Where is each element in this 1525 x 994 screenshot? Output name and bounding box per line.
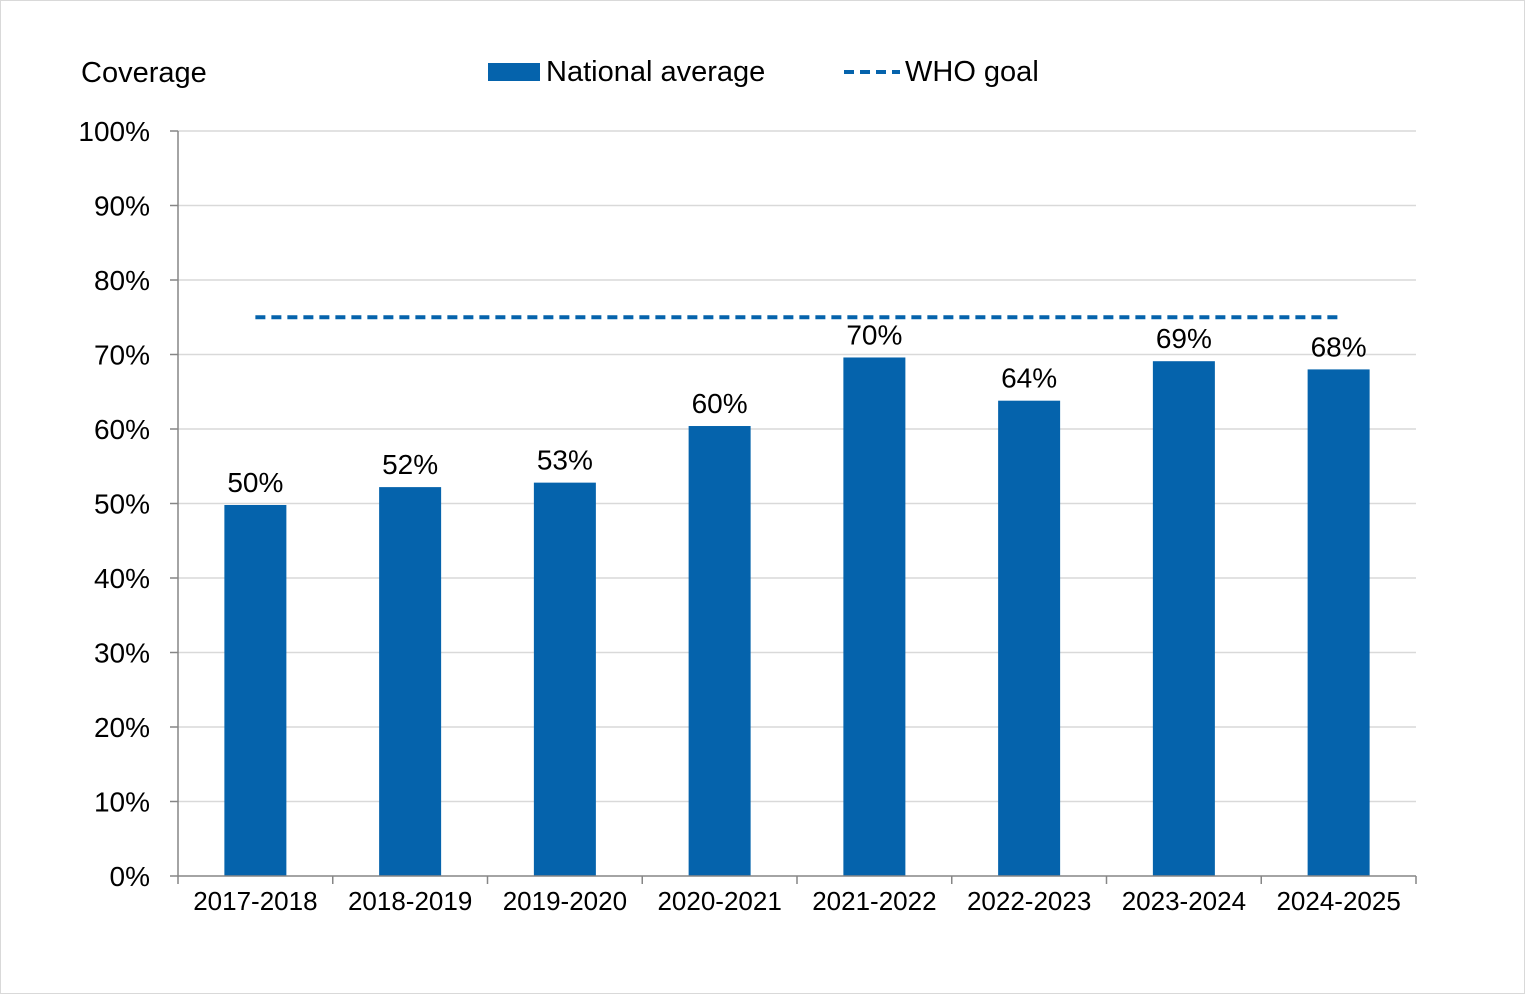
x-tick-label: 2023-2024 <box>1122 886 1246 916</box>
legend: National average WHO goal <box>488 56 1039 88</box>
bar-2022-2023 <box>998 400 1061 876</box>
bar-2019-2020 <box>533 482 596 876</box>
y-tick-label: 10% <box>94 787 150 818</box>
y-tick-label: 0% <box>110 861 150 892</box>
legend-swatch-national-average <box>488 63 540 81</box>
bar-2021-2022 <box>843 357 906 877</box>
data-label: 53% <box>537 445 593 476</box>
y-tick-label: 40% <box>94 563 150 594</box>
data-label: 50% <box>227 467 283 498</box>
data-label: 70% <box>846 319 902 350</box>
data-label: 69% <box>1156 323 1212 354</box>
x-tick-label: 2018-2019 <box>348 886 472 916</box>
bar-2023-2024 <box>1152 361 1215 877</box>
x-tick-label: 2024-2025 <box>1276 886 1400 916</box>
x-tick-label: 2017-2018 <box>193 886 317 916</box>
data-label: 60% <box>692 388 748 419</box>
bar-2017-2018 <box>224 504 287 876</box>
x-tick-label: 2022-2023 <box>967 886 1091 916</box>
data-labels: 50% 52% 53% 60% 70% 64% 69% 68% <box>227 319 1366 498</box>
x-tick-labels: 2017-2018 2018-2019 2019-2020 2020-2021 2021… <box>193 886 1401 916</box>
y-tick-label: 50% <box>94 489 150 520</box>
y-tick-label: 30% <box>94 638 150 669</box>
axes <box>170 130 1417 884</box>
x-tick-label: 2021-2022 <box>812 886 936 916</box>
y-tick-label: 90% <box>94 191 150 222</box>
x-tick-label: 2019-2020 <box>503 886 627 916</box>
gridlines <box>178 130 1416 803</box>
y-tick-label: 100% <box>78 116 150 147</box>
y-tick-label: 20% <box>94 712 150 743</box>
y-tick-label: 70% <box>94 340 150 371</box>
data-label: 68% <box>1311 331 1367 362</box>
y-tick-label: 80% <box>94 265 150 296</box>
bar-2018-2019 <box>379 487 442 876</box>
y-tick-labels: 0% 10% 20% 30% 40% 50% 60% 70% 80% 90% 100% <box>78 116 150 892</box>
data-label: 52% <box>382 449 438 480</box>
data-label: 64% <box>1001 363 1057 394</box>
legend-label-who-goal: WHO goal <box>905 56 1039 88</box>
bar-2024-2025 <box>1307 369 1370 876</box>
y-tick-label: 60% <box>94 414 150 445</box>
bar-2020-2021 <box>688 426 751 876</box>
bars <box>224 357 1370 877</box>
y-axis-label: Coverage <box>81 57 207 89</box>
x-tick-label: 2020-2021 <box>657 886 781 916</box>
legend-label-national-average: National average <box>546 56 765 88</box>
